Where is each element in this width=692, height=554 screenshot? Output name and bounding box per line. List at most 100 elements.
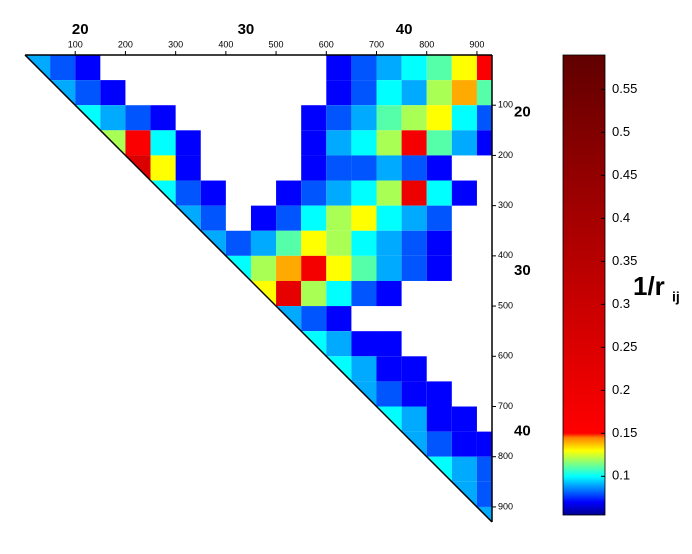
heatmap-cell: [476, 80, 492, 106]
heatmap-cell: [401, 155, 427, 181]
heatmap-cell: [326, 155, 352, 181]
heatmap-cell: [175, 130, 201, 156]
heatmap-cell: [200, 205, 226, 231]
heatmap-cell: [376, 180, 402, 206]
heatmap-cell: [326, 80, 352, 106]
heatmap-cell: [426, 381, 452, 407]
heatmap-cell: [100, 80, 126, 106]
heatmap-cell: [351, 205, 377, 231]
y-marker-label: 30: [514, 262, 531, 279]
heatmap-cell: [401, 381, 427, 407]
colorbar-tick-label: 0.1: [612, 468, 630, 483]
y-tick-label: 300: [498, 200, 513, 210]
colorbar-tick-label: 0.2: [612, 382, 630, 397]
colorbar-tick-label: 0.45: [612, 167, 637, 182]
x-tick-label: 600: [319, 39, 334, 49]
y-tick-label: 700: [498, 401, 513, 411]
heatmap-cell: [326, 105, 352, 131]
heatmap-cell: [426, 406, 452, 432]
heatmap-cell: [125, 105, 151, 131]
heatmap-cell: [426, 230, 452, 256]
y-tick-label: 900: [498, 501, 513, 511]
heatmap-cell: [200, 180, 226, 206]
heatmap-cell: [401, 130, 427, 156]
heatmap-cell: [301, 155, 327, 181]
heatmap-cell: [301, 255, 327, 281]
heatmap-cell: [125, 130, 151, 156]
y-marker-label: 20: [514, 104, 531, 121]
heatmap-cell: [476, 456, 492, 482]
heatmap-cell: [175, 180, 201, 206]
colorbar: [562, 54, 606, 516]
heatmap-cell: [376, 230, 402, 256]
heatmap-cell: [376, 155, 402, 181]
heatmap-cell: [276, 180, 302, 206]
heatmap-cell: [401, 55, 427, 81]
y-tick-label: 800: [498, 451, 513, 461]
heatmap-cell: [326, 255, 352, 281]
y-marker-label: 40: [514, 423, 531, 440]
heatmap-cell: [326, 230, 352, 256]
heatmap-cell: [75, 80, 101, 106]
heatmap-cell: [250, 255, 277, 281]
heatmap-cell: [426, 431, 452, 457]
heatmap-cell: [451, 456, 477, 482]
heatmap-cell: [50, 55, 76, 81]
heatmap-cell: [451, 130, 477, 156]
heatmap-cell: [326, 306, 352, 332]
heatmap-cell: [351, 230, 377, 256]
x-tick-label: 400: [218, 39, 233, 49]
heatmap-cell: [476, 55, 492, 81]
x-tick-label: 900: [469, 39, 484, 49]
x-tick-label: 800: [419, 39, 434, 49]
colorbar-tick-label: 0.3: [612, 296, 630, 311]
y-tick-label: 600: [498, 351, 513, 361]
heatmap-cell: [326, 55, 352, 81]
y-tick-label: 400: [498, 250, 513, 260]
heatmap-cell: [476, 130, 492, 156]
x-tick-label: 500: [269, 39, 284, 49]
x-tick-label: 200: [118, 39, 133, 49]
heatmap-cell: [75, 55, 101, 81]
heatmap-cell: [451, 80, 477, 106]
heatmap-cell: [301, 230, 327, 256]
heatmap-cell: [351, 331, 377, 357]
heatmap-cell: [426, 55, 452, 81]
colorbar-tick-label: 0.5: [612, 124, 630, 139]
heatmap-cell: [376, 55, 402, 81]
heatmap-cell: [351, 180, 377, 206]
heatmap-cell: [276, 230, 302, 256]
heatmap-cell: [150, 155, 176, 181]
y-tick-label: 200: [498, 150, 513, 160]
heatmap-cell: [476, 481, 492, 507]
heatmap-cell: [376, 331, 402, 357]
heatmap-cell: [401, 180, 427, 206]
heatmap-cell: [351, 105, 377, 131]
x-tick-label: 700: [369, 39, 384, 49]
heatmap-cell: [426, 205, 452, 231]
y-tick-label: 100: [498, 100, 513, 110]
heatmap-cell: [401, 406, 427, 432]
heatmap-cell: [351, 130, 377, 156]
heatmap-cell: [301, 205, 327, 231]
heatmap-cell: [451, 406, 477, 432]
heatmap-cell: [301, 306, 327, 332]
heatmap-cell: [276, 255, 302, 281]
heatmap-cell: [351, 80, 377, 106]
heatmap-cell: [401, 105, 427, 131]
heatmap-cell: [426, 180, 452, 206]
heatmap-cell: [351, 356, 377, 382]
x-marker-label: 20: [72, 21, 89, 38]
heatmap-cell: [351, 280, 377, 307]
colorbar-tick-label: 0.25: [612, 339, 637, 354]
heatmap-cell: [100, 105, 126, 131]
x-tick-label: 100: [68, 39, 83, 49]
heatmap-cell: [401, 356, 427, 382]
colorbar-tick-label: 0.35: [612, 253, 637, 268]
heatmap-cell: [250, 230, 277, 256]
colorbar-label-subscript: ij: [672, 289, 680, 305]
diagonal: [24, 54, 493, 523]
heatmap-cell: [326, 180, 352, 206]
heatmap-cell: [276, 280, 302, 307]
